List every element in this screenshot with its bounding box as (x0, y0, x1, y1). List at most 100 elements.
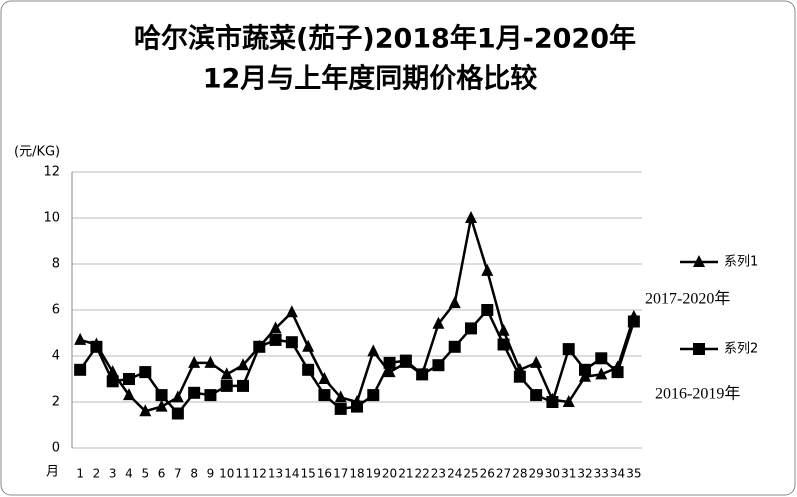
marker (562, 395, 575, 407)
marker (285, 336, 298, 349)
marker (432, 316, 445, 329)
x-tick-label: 12 (252, 467, 267, 481)
marker (220, 367, 233, 380)
marker (139, 404, 152, 417)
annotation: 2017-2020年 (645, 290, 730, 308)
marker (285, 305, 298, 318)
x-tick-label: 3 (109, 467, 117, 481)
marker (465, 211, 477, 223)
marker (302, 339, 315, 352)
marker (416, 368, 429, 381)
marker (237, 379, 249, 392)
x-tick-label: 19 (366, 467, 381, 481)
marker (220, 379, 233, 392)
marker (106, 375, 119, 388)
marker (155, 399, 168, 412)
x-tick-label: 35 (626, 467, 641, 481)
x-tick-label: 10 (219, 467, 234, 481)
marker (383, 356, 396, 369)
marker (497, 323, 510, 336)
marker (367, 344, 380, 357)
y-tick-label: 12 (43, 165, 60, 180)
x-tick-label: 8 (190, 467, 198, 481)
x-tick-label: 9 (207, 467, 215, 481)
marker (693, 343, 705, 355)
x-tick-label: 2 (93, 467, 101, 481)
x-tick-label: 14 (284, 467, 299, 481)
marker (448, 340, 461, 353)
x-tick-label: 17 (333, 467, 348, 481)
y-tick-label: 8 (52, 257, 60, 272)
marker (237, 358, 249, 371)
x-tick-label: 5 (141, 467, 149, 481)
marker (334, 390, 347, 403)
x-tick-label: 24 (447, 467, 462, 481)
marker (155, 389, 168, 402)
marker (269, 321, 282, 334)
x-tick-label: 18 (349, 467, 364, 481)
marker (334, 402, 347, 415)
marker (318, 372, 331, 384)
marker (562, 343, 575, 356)
y-axis-label: (元/KG) (14, 145, 60, 160)
legend-label: 系列2 (724, 342, 758, 357)
x-tick-label: 34 (610, 467, 625, 481)
marker (595, 352, 608, 365)
marker (204, 355, 217, 368)
marker (188, 386, 201, 399)
marker (579, 363, 591, 376)
x-tick-label: 21 (398, 467, 413, 481)
marker (481, 304, 494, 316)
marker (123, 373, 135, 385)
x-tick-label: 27 (496, 467, 511, 481)
marker (269, 333, 282, 346)
x-tick-label: 28 (512, 467, 527, 481)
y-tick-label: 0 (52, 441, 60, 456)
marker (302, 363, 315, 376)
marker (367, 389, 380, 402)
marker (465, 322, 477, 335)
x-tick-label: 23 (431, 467, 446, 481)
marker (546, 396, 559, 408)
x-tick-label: 33 (594, 467, 609, 481)
marker (595, 367, 608, 380)
annotation: 2016-2019年 (655, 385, 740, 403)
marker (497, 338, 510, 351)
x-tick-label: 4 (125, 467, 133, 481)
marker (171, 390, 184, 403)
x-tick-label: 6 (158, 467, 166, 481)
x-axis-label: 月 (46, 465, 59, 480)
chart-title: 12月与上年度同期价格比较 (203, 63, 538, 95)
marker (90, 340, 103, 353)
marker (383, 365, 396, 378)
x-tick-label: 22 (415, 467, 430, 481)
x-tick-label: 31 (561, 467, 576, 481)
x-tick-label: 16 (317, 467, 332, 481)
marker (693, 255, 705, 267)
marker (351, 400, 363, 413)
x-tick-label: 32 (577, 467, 592, 481)
legend-label: 系列1 (724, 255, 758, 270)
marker (448, 296, 461, 309)
y-tick-label: 2 (52, 395, 60, 410)
x-tick-label: 30 (545, 467, 560, 481)
x-tick-label: 29 (529, 467, 544, 481)
x-tick-label: 13 (268, 467, 283, 481)
marker (627, 315, 640, 328)
chart-title: 哈尔滨市蔬菜(茄子)2018年1月-2020年 (134, 23, 636, 55)
y-tick-label: 6 (52, 303, 60, 318)
y-tick-label: 4 (52, 349, 60, 364)
marker (123, 388, 135, 401)
marker (188, 355, 201, 368)
x-tick-label: 7 (174, 467, 182, 481)
x-tick-label: 15 (301, 467, 316, 481)
x-tick-label: 11 (235, 467, 250, 481)
x-tick-label: 20 (382, 467, 397, 481)
marker (513, 370, 526, 383)
marker (74, 332, 87, 345)
marker (530, 355, 543, 368)
marker (139, 366, 152, 379)
marker (171, 407, 184, 420)
